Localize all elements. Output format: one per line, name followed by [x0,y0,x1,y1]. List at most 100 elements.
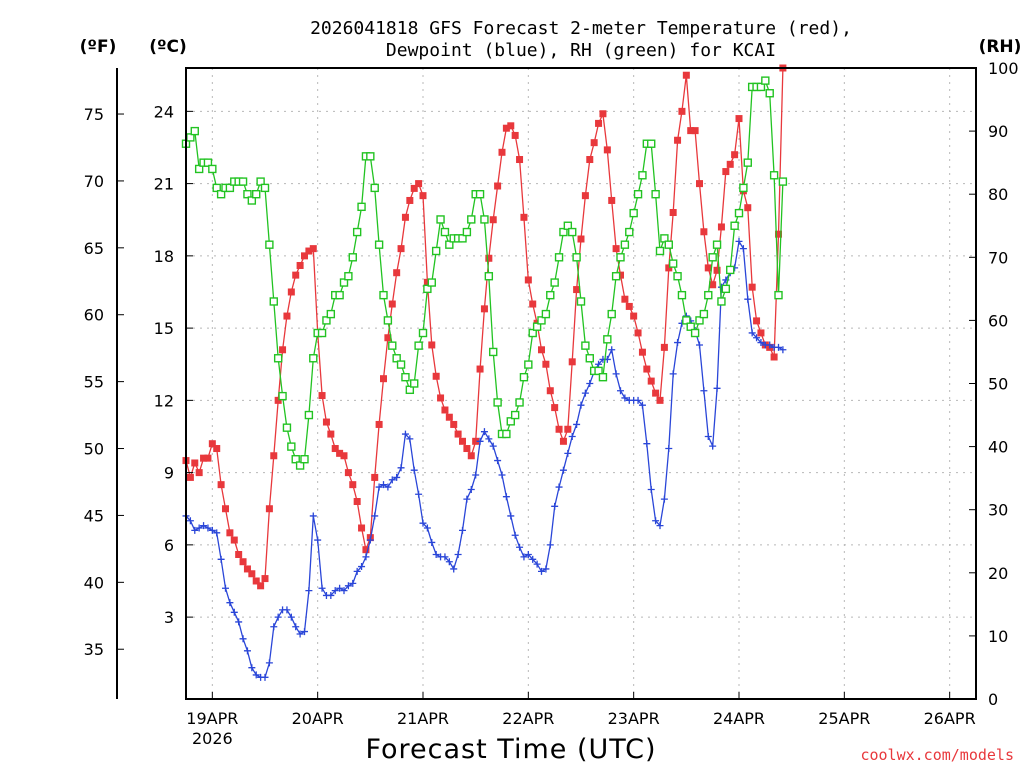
temperature-point [704,264,712,272]
dewpoint-point [213,529,221,537]
dewpoint-point [388,476,396,484]
rh-point [493,398,502,407]
rh-point [611,272,621,281]
temperature-point [722,168,730,176]
dewpoint-point [292,623,300,631]
rh-point [761,76,770,85]
rh-point [374,240,384,249]
rh-point [300,455,309,464]
rh-point [682,316,691,325]
dewpoint-point [516,543,524,551]
dewpoint-point [226,599,234,607]
temperature-point [775,230,782,238]
rh-point [708,253,717,262]
x-tick-label: 24APR [713,709,765,728]
dewpoint-point [498,471,506,479]
temperature-point [603,146,611,154]
rh-point [445,240,454,249]
celsius-tick-label: 24 [154,102,174,121]
dewpoint-point [428,538,436,546]
dewpoint-point [643,440,651,448]
fahrenheit-tick-label: 50 [84,440,104,459]
dewpoint-point [595,360,603,368]
fahrenheit-tick-label: 55 [84,373,104,392]
temperature-point [200,454,208,462]
temperature-point [375,420,383,428]
dewpoint-point [314,536,322,544]
temperature-point [625,302,633,310]
dewpoint-point [397,464,405,472]
rh-point [260,183,270,193]
dewpoint-point [739,245,747,253]
temperature-point [248,570,256,578]
dewpoint-point [445,558,453,566]
dewpoint-point [336,584,344,592]
dewpoint-point [472,471,480,479]
temperature-point [261,575,269,583]
temperature-point [331,445,339,453]
rh-point [489,347,498,357]
temperature-point [735,115,743,123]
rh-point [541,309,551,319]
dewpoint-point [551,502,559,510]
temperature-point [573,286,581,294]
rh-point [515,398,524,407]
temperature-point [217,481,225,489]
celsius-tick-label: 18 [154,247,174,266]
temperature-point [568,358,576,366]
temperature-point [555,425,563,433]
temperature-point [630,312,638,320]
temperature-point [336,449,344,457]
temperature-point [415,180,423,188]
temperature-point [401,213,409,221]
temperature-point [682,71,690,79]
dewpoint-point [340,587,348,595]
temperature-point [406,196,414,204]
temperature-point [524,276,532,284]
temperature-point [634,329,642,337]
temperature-point [463,445,471,453]
rh-tick-label: 40 [988,438,1008,457]
rh-point [502,429,511,439]
temperature-point [322,418,330,426]
rh-point [677,290,687,300]
x-tick-label: 19APR [186,709,238,728]
rh-point [475,189,485,199]
rh-point [278,391,287,401]
temperature-point [489,216,497,224]
rh-unit-label: (RH) [979,37,1022,57]
rh-point [546,290,555,300]
dewpoint-point [704,432,712,440]
temperature-point [476,365,484,373]
grid-lines [186,68,976,699]
temperature-point [669,209,677,217]
dewpoint-point [674,339,682,347]
dewpoint-point [502,493,510,501]
rh-point [743,158,752,167]
x-tick-label: 23APR [608,709,660,728]
dewpoint-point [568,432,576,440]
rh-point [216,189,226,199]
rh-point [537,316,546,325]
temperature-point [230,536,238,544]
rh-point [484,272,494,281]
x-tick-sublabel: 2026 [192,729,233,748]
dewpoint-point [647,485,655,493]
rh-point [704,290,713,300]
dewpoint-point [529,555,537,563]
rh-point [554,253,564,262]
rh-point [616,253,625,262]
credit-text[interactable]: coolwx.com/models [860,746,1014,764]
dewpoint-point [401,430,409,438]
temperature-point [559,437,567,445]
temperature-point [270,452,278,460]
rh-point [252,189,261,199]
rh-tick-label: 50 [988,375,1008,394]
rh-tick-label: 100 [988,59,1019,78]
dewpoint-point [533,560,541,568]
rh-point [629,208,638,218]
dewpoint-point [665,445,673,453]
dewpoint-point [713,384,721,392]
rh-point [480,215,489,224]
dewpoint-point [296,630,304,638]
